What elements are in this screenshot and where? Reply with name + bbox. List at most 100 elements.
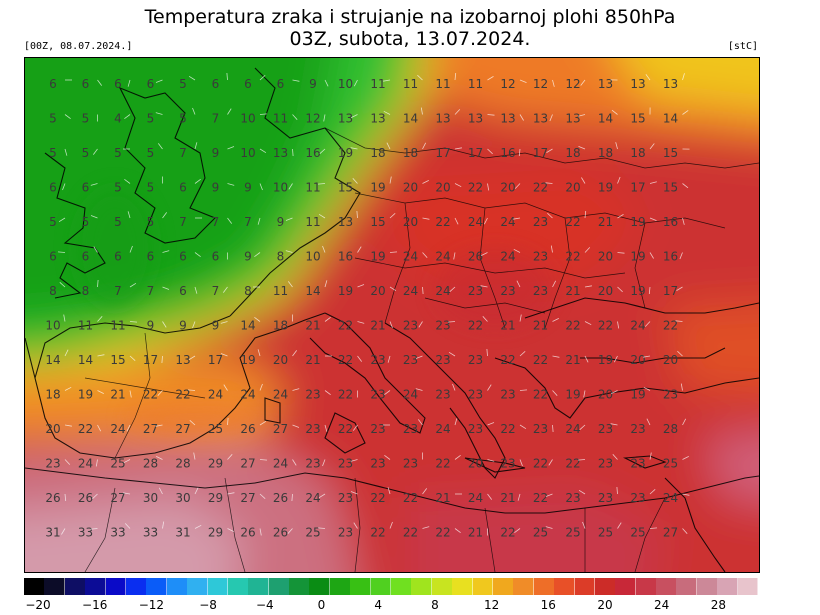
- wind-arrow: [227, 528, 234, 532]
- colorbar-swatch: [594, 578, 616, 595]
- temperature-value: 25: [533, 526, 548, 540]
- temperature-value: 25: [208, 422, 223, 436]
- wind-arrow: [487, 148, 493, 155]
- temperature-value: 23: [403, 319, 418, 333]
- colorbar: [24, 578, 759, 595]
- wind-arrow: [194, 178, 201, 184]
- wind-arrow: [155, 424, 163, 427]
- temperature-value: 21: [598, 215, 613, 229]
- temperature-value: 22: [663, 319, 678, 333]
- wind-arrow: [259, 383, 263, 391]
- wind-arrow: [649, 217, 657, 221]
- wind-arrow: [552, 424, 554, 433]
- temperature-value: 13: [338, 112, 353, 126]
- temperature-value: 7: [147, 284, 155, 298]
- wind-arrow: [487, 384, 492, 391]
- colorbar-tick-label: −8: [199, 598, 217, 612]
- wind-arrow: [162, 521, 165, 529]
- wind-arrow: [97, 279, 99, 288]
- wind-arrow: [519, 79, 527, 83]
- wind-arrow: [613, 355, 618, 363]
- temperature-value: 6: [114, 77, 122, 91]
- wind-arrow: [617, 176, 621, 184]
- temperature-value: 27: [175, 422, 190, 436]
- temperature-value: 21: [468, 526, 483, 540]
- temperature-value: 23: [500, 457, 515, 471]
- wind-arrow: [549, 114, 553, 122]
- temperature-value: 21: [305, 319, 320, 333]
- temperature-value: 31: [175, 526, 190, 540]
- temperature-value: 23: [468, 284, 483, 298]
- colorbar-swatch: [146, 578, 168, 595]
- temperature-value: 23: [370, 388, 385, 402]
- temperature-value: 19: [338, 284, 353, 298]
- temperature-value: 19: [630, 388, 645, 402]
- temperature-value: 23: [370, 457, 385, 471]
- wind-arrow: [227, 454, 233, 460]
- temperature-value: 5: [147, 112, 155, 126]
- temperature-value: 13: [598, 77, 613, 91]
- temperature-value: 30: [175, 491, 190, 505]
- temperature-value: 23: [338, 526, 353, 540]
- wind-arrow: [194, 524, 202, 529]
- temperature-value: 5: [82, 215, 90, 229]
- temperature-value: 5: [49, 112, 57, 126]
- colorbar-swatch: [513, 578, 535, 595]
- wind-arrow: [422, 488, 428, 495]
- wind-arrow: [97, 354, 105, 357]
- temperature-value: 26: [45, 491, 60, 505]
- wind-arrow: [97, 424, 102, 432]
- temperature-value: 23: [598, 457, 613, 471]
- wind-arrow: [194, 142, 198, 150]
- temperature-value: 24: [663, 491, 678, 505]
- temperature-value: 21: [110, 388, 125, 402]
- colorbar-tick-label: 0: [317, 598, 326, 612]
- wind-arrow: [649, 143, 655, 150]
- temperature-value: 33: [143, 526, 158, 540]
- temperature-value: 28: [175, 457, 190, 471]
- temperature-value: 20: [468, 457, 483, 471]
- temperature-value: 23: [370, 353, 385, 367]
- wind-arrow: [97, 390, 104, 394]
- temperature-value: 17: [208, 353, 223, 367]
- wind-arrow: [259, 459, 268, 461]
- wind-arrow: [92, 148, 98, 155]
- colorbar-swatch: [187, 578, 208, 595]
- wind-arrow: [93, 246, 98, 253]
- temperature-value: 22: [533, 181, 548, 195]
- temperature-value: 10: [305, 250, 320, 264]
- wind-arrow: [480, 285, 488, 288]
- temperature-value: 11: [370, 77, 385, 91]
- temperature-value: 20: [403, 215, 418, 229]
- temperature-value: 16: [663, 250, 678, 264]
- temperature-value: 18: [630, 146, 645, 160]
- temperature-value: 22: [565, 250, 580, 264]
- wind-arrow: [123, 459, 131, 464]
- colorbar-swatch: [329, 578, 351, 595]
- wind-arrow: [161, 355, 163, 364]
- wind-arrow: [422, 286, 424, 295]
- wind-arrow: [482, 316, 488, 322]
- temperature-value: 17: [468, 146, 483, 160]
- temperature-value: 13: [500, 112, 515, 126]
- wind-arrow: [64, 349, 69, 357]
- wind-arrow: [155, 112, 163, 115]
- wind-arrow: [324, 390, 331, 396]
- wind-arrow: [578, 114, 586, 117]
- wind-arrow: [220, 321, 228, 324]
- wind-arrow: [453, 252, 456, 260]
- wind-arrow: [259, 420, 267, 426]
- wind-arrow: [578, 146, 586, 150]
- colorbar-swatch: [309, 578, 331, 595]
- temperature-value: 22: [598, 319, 613, 333]
- wind-arrow: [682, 183, 689, 189]
- wind-arrow: [61, 528, 66, 535]
- temperature-value: 23: [598, 491, 613, 505]
- wind-arrow: [580, 79, 586, 86]
- colorbar-swatch: [615, 578, 637, 595]
- wind-arrow: [259, 113, 268, 115]
- temperature-value: 33: [110, 526, 125, 540]
- wind-arrow: [155, 79, 163, 83]
- wind-arrow: [617, 321, 620, 329]
- temperature-value: 29: [208, 457, 223, 471]
